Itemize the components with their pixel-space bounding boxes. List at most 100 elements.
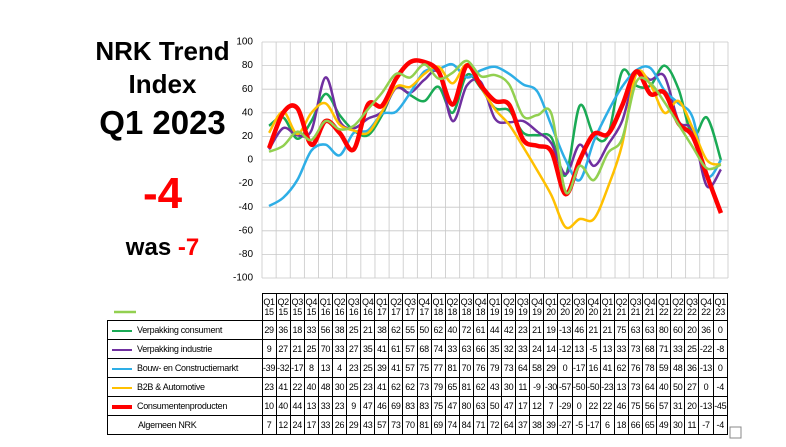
x-tick-label: Q1 21 — [599, 293, 615, 321]
value-cell: 46 — [374, 396, 390, 416]
value-cell: 40 — [303, 377, 319, 397]
value-cell: 42 — [501, 320, 517, 340]
value-cell: 8 — [303, 358, 319, 378]
x-tick-label: Q3 15 — [289, 293, 305, 321]
x-tick-label: Q4 20 — [585, 293, 601, 321]
value-cell: 0 — [698, 377, 714, 397]
value-cell: 10 — [261, 396, 277, 416]
value-cell: 50 — [486, 396, 503, 416]
value-cell: -17 — [289, 358, 305, 378]
table-row: Verpakking industrie 9 27 21 25 70 33 27 35 41 61 5… — [107, 339, 728, 359]
value-cell: 11 — [684, 415, 700, 435]
x-tick-label: Q3 19 — [515, 293, 531, 321]
value-cell: 33 — [444, 339, 460, 359]
value-cell: 59 — [656, 358, 672, 378]
value-cell: 68 — [642, 339, 658, 359]
legend-entry: Verpakking industrie — [107, 339, 263, 359]
value-cell: 60 — [670, 320, 686, 340]
value-cell: 65 — [444, 377, 460, 397]
value-cell: 46 — [613, 396, 629, 416]
value-cell: 29 — [543, 358, 559, 378]
value-cell: 23 — [515, 320, 531, 340]
value-cell: 50 — [416, 320, 432, 340]
value-cell: 41 — [374, 339, 390, 359]
value-cell: 13 — [317, 358, 333, 378]
value-cell: 73 — [416, 377, 432, 397]
value-cell: 20 — [684, 320, 700, 340]
was-label: was — [125, 234, 172, 261]
value-cell: -5 — [571, 415, 587, 435]
value-cell: -32 — [275, 358, 291, 378]
value-cell: 63 — [627, 320, 644, 340]
value-cell: 14 — [543, 339, 559, 359]
y-tick-label: -100 — [233, 273, 253, 284]
value-cell: 9 — [346, 396, 362, 416]
value-cell: 48 — [670, 358, 686, 378]
data-table: Q1 15 Q2 15 Q3 15 Q4 15 Q1 16 Q2 16 Q3 16 Q4 16… — [107, 293, 728, 435]
y-tick-label: -20 — [239, 178, 254, 189]
value-cell: -7 — [698, 415, 714, 435]
table-row: Consumentenproducten 10 40 44 13 33 23 9 47 46 69 8… — [107, 396, 728, 416]
legend-swatch — [112, 386, 132, 389]
value-cell: -5 — [585, 339, 601, 359]
value-cell: -4 — [712, 377, 728, 397]
series-name: B2B & Automotive — [137, 382, 205, 392]
value-cell: 75 — [627, 396, 644, 416]
value-cell: 25 — [360, 358, 376, 378]
value-cell: 40 — [656, 377, 672, 397]
series-name: Algemeen NRK — [138, 420, 197, 430]
value-cell: 23 — [346, 358, 362, 378]
value-cell: 6 — [599, 415, 615, 435]
x-tick-label: Q1 22 — [656, 293, 672, 321]
value-cell: 19 — [543, 320, 559, 340]
y-tick-label: 0 — [247, 155, 253, 166]
value-cell: 26 — [331, 415, 348, 435]
value-cell: 73 — [501, 358, 517, 378]
current-index: -4 — [142, 169, 183, 218]
value-cell: -13 — [698, 358, 714, 378]
value-cell: 7 — [543, 396, 559, 416]
value-cell: 36 — [698, 320, 714, 340]
x-tick-label: Q4 18 — [472, 293, 489, 321]
header-row: Q1 15 Q2 15 Q3 15 Q4 15 Q1 16 Q2 16 Q3 16 Q4 16… — [108, 293, 728, 321]
x-tick-label: Q1 20 — [543, 293, 559, 321]
value-cell: 62 — [388, 377, 404, 397]
value-cell: 73 — [388, 415, 404, 435]
value-cell: 33 — [331, 339, 348, 359]
legend-entry: Algemeen NRK — [107, 415, 263, 435]
value-cell: -30 — [543, 377, 559, 397]
value-cell: -57 — [557, 377, 573, 397]
value-cell: 43 — [360, 415, 376, 435]
value-cell: 25 — [346, 377, 362, 397]
y-tick-label: 100 — [236, 37, 253, 48]
value-cell: 61 — [388, 339, 404, 359]
x-tick-label: Q2 15 — [275, 293, 291, 321]
value-cell: 12 — [275, 415, 291, 435]
value-cell: 83 — [416, 396, 432, 416]
series-line — [268, 59, 722, 195]
value-cell: 36 — [684, 358, 700, 378]
value-cell: 58 — [529, 358, 545, 378]
value-cell: 71 — [472, 415, 489, 435]
y-tick-label: 80 — [242, 60, 254, 71]
y-tick-label: -80 — [239, 249, 254, 260]
value-cell: 56 — [642, 396, 658, 416]
value-cell: 38 — [529, 415, 545, 435]
value-cell: 17 — [303, 415, 319, 435]
value-cell: 74 — [430, 339, 446, 359]
value-cell: 38 — [331, 320, 348, 340]
value-cell: 63 — [642, 320, 658, 340]
value-cell: 62 — [472, 377, 489, 397]
previous-value: -7 — [177, 234, 200, 261]
value-cell: 76 — [627, 358, 644, 378]
value-cell: 41 — [275, 377, 291, 397]
table-row: Bouw- en Constructiemarkt -39 -32 -17 8 13 4 23… — [107, 358, 728, 378]
title-line: Index — [128, 69, 197, 99]
value-cell: 25 — [303, 339, 319, 359]
value-cell: 41 — [388, 358, 404, 378]
value-cell: 56 — [317, 320, 333, 340]
x-tick-label: Q4 19 — [529, 293, 545, 321]
value-cell: 29 — [346, 415, 362, 435]
value-cell: 64 — [642, 377, 658, 397]
value-cell: 47 — [360, 396, 376, 416]
